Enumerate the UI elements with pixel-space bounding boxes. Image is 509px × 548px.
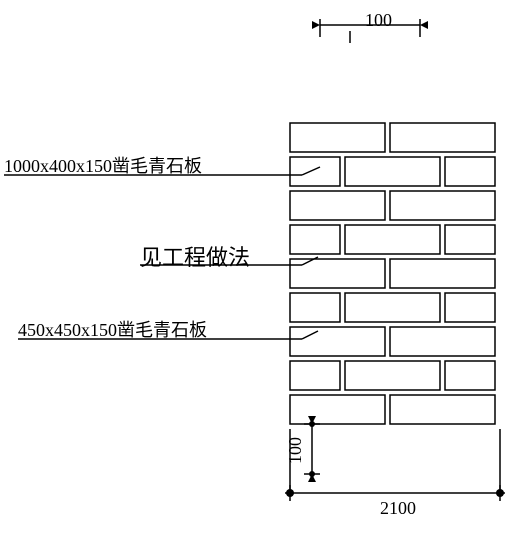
- material-label-1: 1000x400x150凿毛青石板: [4, 152, 202, 178]
- dim-bottom: 2100: [380, 498, 416, 519]
- dim-top: 100: [365, 10, 392, 31]
- dim-left: 100: [285, 437, 306, 464]
- material-label-2: 450x450x150凿毛青石板: [18, 316, 207, 342]
- construction-note: 见工程做法: [140, 240, 250, 272]
